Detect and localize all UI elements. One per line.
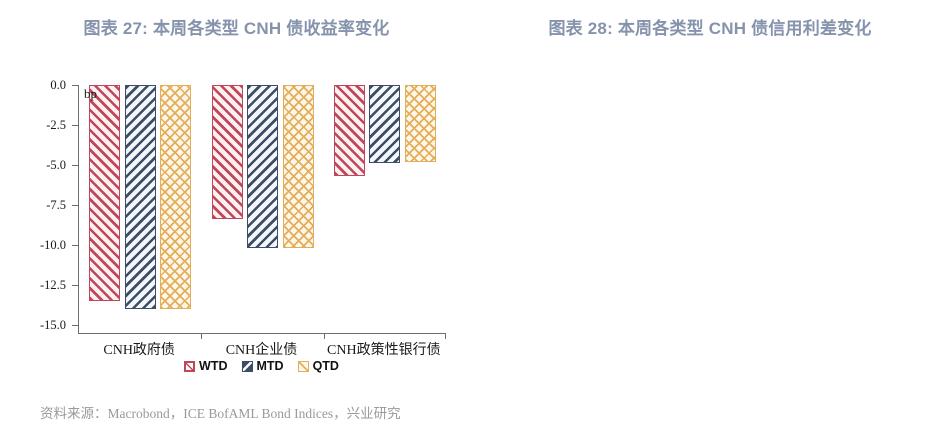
y-tick-label: 9 [929,89,947,105]
y-tick-mark [71,84,78,86]
figure-27-plot-area: bp [71,84,446,339]
bar-mtd-CNH政府债 [124,85,156,309]
y-tick-label: 4 [929,218,947,234]
y-tick-label: 5 [929,193,947,209]
y-tick-label: 0.0 [50,78,66,92]
bar-wtd-CNH政府债 [89,85,121,301]
bar-wtd-CNH政策性银行债 [333,85,365,177]
legend-item-wtd: WTD [184,359,228,373]
legend-label: QTD [312,359,339,373]
legend-label: WTD [199,359,228,373]
legend-item-qtd: QTD [297,359,339,373]
bar-wtd-CNH企业债 [211,85,243,220]
x-tick-mark [201,334,203,339]
y-tick-label: -7.5 [46,198,66,212]
y-tick-label: -15.0 [39,318,66,332]
source-note: 资料来源：Macrobond，ICE BofAML Bond Indices，兴… [40,406,401,421]
x-tick-mark [445,334,446,339]
y-tick-mark [71,324,78,326]
x-category-label: CNH政府债 [103,343,175,358]
y-tick-label: 0 [929,322,947,338]
bar-qtd-CNH政策性银行债 [404,85,436,162]
y-tick-mark [71,284,78,286]
mtd-swatch-icon [241,360,253,372]
bar-qtd-CNH企业债 [282,85,314,249]
qtd-swatch-icon [297,360,309,372]
y-unit-label: bp [84,86,97,101]
x-tick-mark [323,334,325,339]
wtd-swatch-icon [184,360,196,372]
figure-27-panel: 图表 27: 本周各类型 CNH 债收益率变化 bp 0.0 -2.5 -5.0 -7… [0,0,473,447]
bar-qtd-CNH政府债 [160,85,192,309]
y-tick-label: 3 [929,244,947,260]
figure-28-y-axis-labels: 0123456789 [935,90,947,330]
y-tick-label: 7 [929,141,947,157]
legend-item-mtd: MTD [241,359,284,373]
figure-27-legend: WTD MTD QTD [78,359,445,373]
y-tick-mark [71,124,78,126]
x-category-label: CNH政策性银行债 [327,343,441,358]
y-tick-label: -5.0 [46,158,66,172]
y-tick-label: -12.5 [39,278,66,292]
bar-mtd-CNH企业债 [247,85,278,249]
y-tick-label: 1 [929,296,947,312]
y-tick-mark [71,244,78,246]
figure-28-title: 图表 28: 本周各类型 CNH 债信用利差变化 [548,19,872,38]
y-tick-label: 2 [929,270,947,286]
bar-mtd-CNH政策性银行债 [369,85,401,164]
y-tick-label: -2.5 [46,118,66,132]
legend-label: MTD [256,359,284,373]
y-tick-label: 6 [929,167,947,183]
y-tick-mark [71,204,78,206]
figure-28-panel: 图表 28: 本周各类型 CNH 债信用利差变化 bp 0123456789 C… [473,0,947,447]
x-category-label: CNH企业债 [225,343,298,358]
figure-27-title: 图表 27: 本周各类型 CNH 债收益率变化 [83,19,390,38]
y-tick-label: 8 [929,115,947,131]
y-tick-label: -10.0 [39,238,66,252]
y-tick-mark [71,164,78,166]
figure-27-y-axis-labels: 0.0 -2.5 -5.0 -7.5 -10.0 -12.5 -15.0 [24,78,72,333]
